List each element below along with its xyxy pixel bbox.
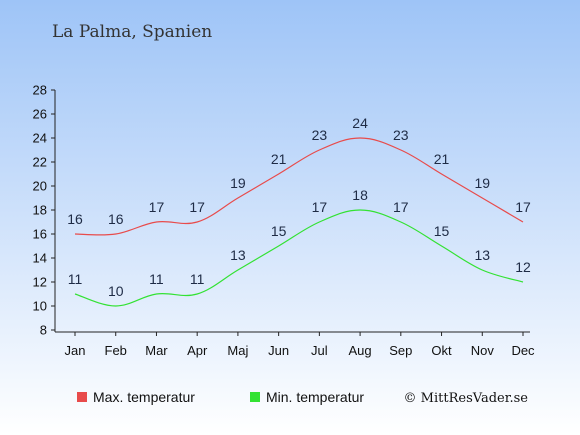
y-tick-label: 20 — [33, 179, 47, 194]
min-value-label: 10 — [108, 283, 124, 299]
min-value-label: 18 — [352, 187, 368, 203]
max-value-label: 19 — [230, 175, 246, 191]
max-value-label: 23 — [312, 127, 328, 143]
y-tick-label: 10 — [33, 299, 47, 314]
y-tick-label: 26 — [33, 107, 47, 122]
max-value-label: 19 — [474, 175, 490, 191]
series-lines — [74, 137, 524, 307]
min-value-label: 17 — [393, 199, 409, 215]
max-value-label: 17 — [189, 199, 205, 215]
y-tick-label: 14 — [33, 251, 47, 266]
max-value-label: 23 — [393, 127, 409, 143]
x-tick-label: Apr — [187, 343, 208, 358]
min-value-label: 11 — [68, 271, 83, 287]
max-value-label: 17 — [515, 199, 531, 215]
y-tick-label: 22 — [33, 155, 47, 170]
x-tick-label: Sep — [389, 343, 412, 358]
x-tick-label: Mar — [145, 343, 168, 358]
max-value-label: 16 — [67, 211, 83, 227]
y-tick-label: 8 — [40, 323, 47, 338]
min-value-label: 17 — [312, 199, 328, 215]
max-value-label: 21 — [434, 151, 450, 167]
y-tick-label: 18 — [33, 203, 47, 218]
x-tick-label: Maj — [227, 343, 248, 358]
max-temperature-line — [74, 137, 524, 236]
x-tick-label: Aug — [349, 343, 372, 358]
x-tick-label: Jun — [268, 343, 289, 358]
chart-title: La Palma, Spanien — [52, 22, 212, 42]
legend-max-swatch — [77, 392, 87, 402]
y-tick-label: 16 — [33, 227, 47, 242]
legend-min-label: Min. temperatur — [266, 389, 364, 405]
y-tick-label: 12 — [33, 275, 47, 290]
x-tick-label: Feb — [105, 343, 127, 358]
min-value-label: 11 — [190, 271, 205, 287]
legend-max-label: Max. temperatur — [93, 389, 195, 405]
min-temperature-line — [74, 209, 524, 307]
y-tick-label: 28 — [33, 83, 47, 98]
x-tick-label: Jul — [311, 343, 328, 358]
min-value-label: 13 — [474, 247, 490, 263]
min-value-label: 15 — [434, 223, 450, 239]
max-value-label: 16 — [108, 211, 124, 227]
legend-min-swatch — [250, 392, 260, 402]
x-tick-label: Dec — [511, 343, 535, 358]
data-labels: 16 16 17 17 19 21 23 24 23 21 19 17 11 10 11 11 13 15 17 18… — [67, 115, 531, 299]
min-value-label: 15 — [271, 223, 287, 239]
min-value-label: 11 — [149, 271, 164, 287]
max-value-label: 17 — [149, 199, 165, 215]
y-tick-label: 24 — [33, 131, 47, 146]
max-value-label: 24 — [352, 115, 368, 131]
min-value-label: 13 — [230, 247, 246, 263]
copyright-text: © MittResVader.se — [404, 391, 529, 406]
axes: 8 10 12 14 16 18 20 22 24 26 28 Jan Feb Mar Apr Maj Jun J… — [33, 83, 536, 359]
min-value-label: 12 — [515, 259, 531, 275]
x-tick-label: Jan — [65, 343, 86, 358]
x-tick-label: Nov — [471, 343, 495, 358]
x-tick-label: Okt — [431, 343, 452, 358]
max-value-label: 21 — [271, 151, 287, 167]
